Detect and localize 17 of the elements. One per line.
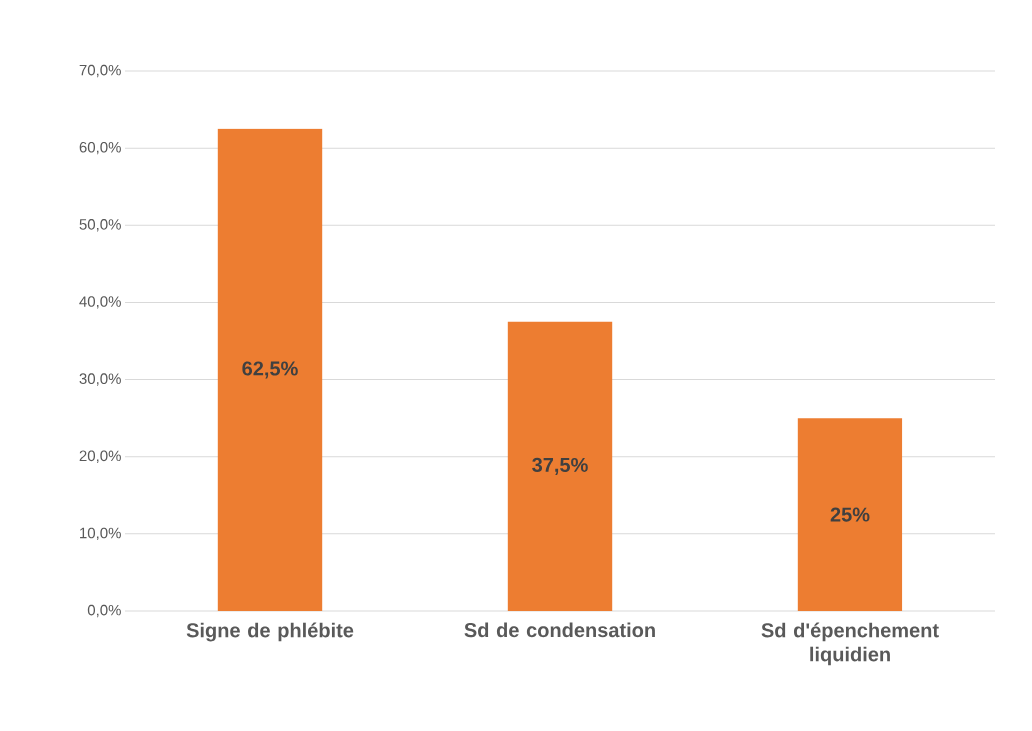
x-tick-label: Signe de phlébite: [186, 622, 354, 642]
data-label: 62,5%: [242, 361, 298, 379]
x-tick-label: Sd de condensation: [464, 622, 655, 638]
data-label: 25%: [830, 507, 870, 522]
y-tick-label: 20,0%: [79, 450, 121, 463]
y-tick-label: 50,0%: [79, 219, 121, 232]
bar: [797, 418, 903, 611]
x-tick-label: Sd d'épenchement liquidien: [761, 622, 939, 666]
y-tick-label: 70,0%: [79, 64, 121, 78]
y-tick-label: 10,0%: [80, 527, 121, 541]
y-tick-label: 40,0%: [79, 296, 121, 309]
y-tick-label: 0,0%: [87, 604, 121, 618]
data-label: 37,5%: [532, 457, 588, 475]
bar: [217, 128, 323, 611]
y-tick-label: 60,0%: [79, 141, 121, 155]
bar: [507, 321, 613, 611]
y-tick-label: 30,0%: [79, 373, 121, 386]
